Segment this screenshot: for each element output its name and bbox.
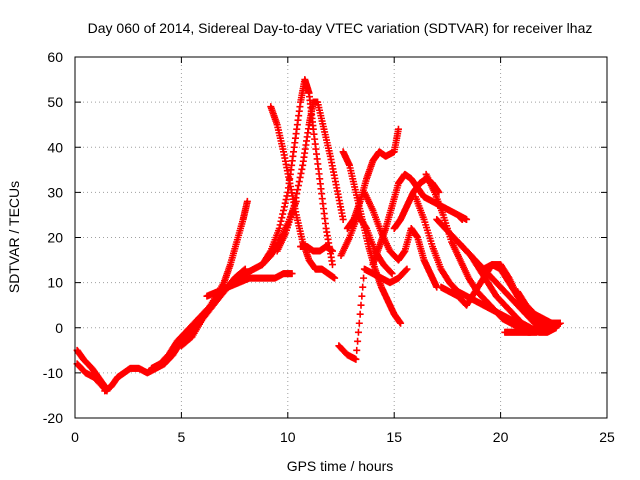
x-axis-title: GPS time / hours: [287, 458, 394, 474]
data-marker: [291, 198, 299, 206]
data-marker: [357, 301, 365, 309]
data-marker: [355, 319, 363, 327]
data-point: [275, 224, 283, 232]
data-marker: [277, 217, 285, 225]
y-tick-label: 30: [47, 184, 63, 200]
y-tick-label: -20: [43, 410, 63, 426]
series-arc-k: [339, 148, 405, 327]
x-tick-label: 0: [71, 429, 79, 445]
x-tick-label: 25: [599, 429, 615, 445]
data-point: [403, 265, 411, 273]
data-marker: [297, 169, 305, 177]
data-point: [243, 197, 251, 205]
data-point: [458, 215, 466, 223]
data-marker: [281, 199, 289, 207]
data-marker: [294, 182, 302, 190]
data-marker: [353, 346, 361, 354]
data-marker: [354, 328, 362, 336]
data-point: [388, 270, 396, 278]
x-tick-label: 15: [386, 429, 402, 445]
data-marker: [356, 310, 364, 318]
data-point: [556, 319, 564, 327]
data-marker: [362, 223, 370, 231]
y-tick-label: 10: [47, 275, 63, 291]
data-marker: [283, 192, 291, 200]
data-marker: [295, 178, 303, 186]
data-marker: [293, 190, 301, 198]
series-arc-y: [454, 211, 466, 223]
series-arc-b: [73, 360, 111, 395]
ticks: 0 5 10 15 20 25 -20 -10 0 10 20 30 40 50 60: [43, 49, 615, 445]
data-layer: [73, 76, 564, 395]
data-point: [288, 270, 296, 278]
data-marker: [280, 206, 288, 214]
data-point: [397, 319, 405, 327]
data-point: [328, 261, 336, 269]
chart-title: Day 060 of 2014, Sidereal Day-to-day VTE…: [88, 20, 593, 36]
data-point: [328, 247, 336, 255]
data-marker: [294, 186, 302, 194]
data-marker: [292, 194, 300, 202]
y-tick-label: 0: [55, 320, 63, 336]
data-marker: [278, 214, 286, 222]
data-marker: [360, 274, 368, 282]
series-arc-f: [203, 270, 296, 300]
series-arc-h: [258, 76, 336, 269]
data-marker: [358, 292, 366, 300]
y-tick-label: 40: [47, 139, 63, 155]
data-marker: [266, 248, 274, 256]
data-marker: [279, 210, 287, 218]
series-arc-n: [335, 265, 411, 363]
data-point: [352, 355, 360, 363]
series-arc-z: [501, 324, 560, 336]
data-marker: [282, 196, 290, 204]
data-point: [331, 274, 339, 282]
data-point: [394, 125, 402, 133]
y-tick-label: 50: [47, 94, 63, 110]
data-marker: [359, 283, 367, 291]
x-tick-label: 5: [178, 429, 186, 445]
y-tick-label: 20: [47, 230, 63, 246]
y-tick-label: 60: [47, 49, 63, 65]
series-arc-j: [297, 243, 336, 255]
series-arc-i: [273, 98, 347, 255]
grid: [75, 57, 607, 418]
data-marker: [296, 173, 304, 181]
data-marker: [298, 165, 306, 173]
data-point: [339, 215, 347, 223]
data-marker: [402, 266, 410, 274]
data-marker: [280, 203, 288, 211]
data-marker: [354, 337, 362, 345]
data-point: [552, 324, 560, 332]
x-tick-label: 20: [493, 429, 509, 445]
data-marker: [276, 221, 284, 229]
series-arc-x: [514, 288, 564, 327]
data-point: [290, 202, 298, 210]
x-tick-label: 10: [280, 429, 296, 445]
y-tick-label: -10: [43, 365, 63, 381]
y-axis-title: SDTVAR / TECUs: [6, 181, 22, 293]
data-marker: [387, 269, 395, 277]
series-arc-g: [267, 103, 339, 282]
